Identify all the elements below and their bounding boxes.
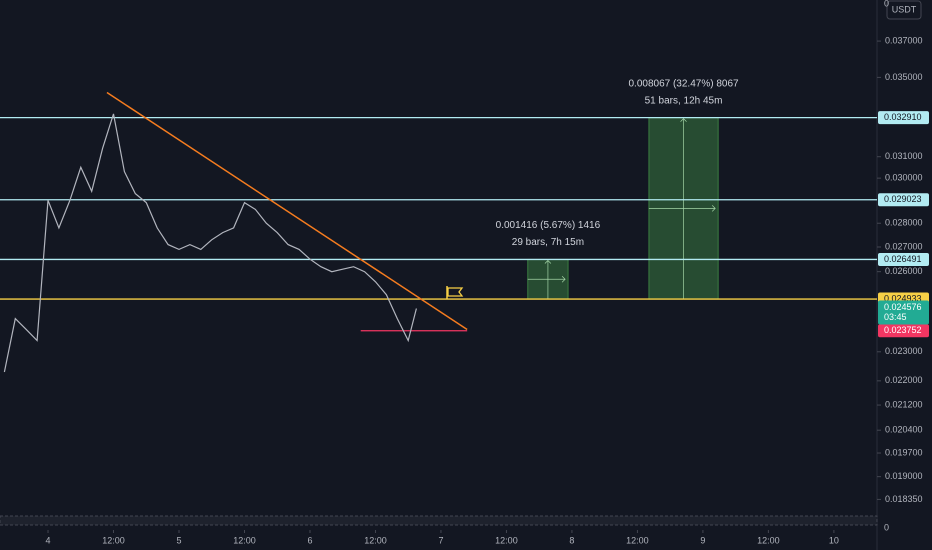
level-label: 0.026491 — [884, 254, 922, 264]
level-label-box — [878, 111, 929, 125]
level-label: 0.032910 — [884, 112, 922, 122]
x-tick-label: 12:00 — [626, 535, 649, 545]
x-tick-label: 10 — [829, 535, 839, 545]
y-tick-label: 0.019700 — [885, 447, 923, 457]
level-label-box — [878, 252, 929, 266]
x-tick-label: 12:00 — [102, 535, 125, 545]
level-label-box — [878, 193, 929, 207]
x-tick-label: 12:00 — [495, 535, 518, 545]
y-tick-label: 0.028000 — [885, 218, 923, 228]
level-label: 0.023752 — [884, 325, 922, 335]
x-tick-label: 7 — [438, 535, 443, 545]
y-tick-label: 0.026000 — [885, 266, 923, 276]
currency-box — [886, 0, 922, 20]
arrow-head — [711, 205, 716, 212]
y-tick-label: 0.019000 — [885, 471, 923, 481]
arrow-head — [561, 275, 566, 283]
price-line — [3, 113, 417, 373]
level-label: 0.024933 — [884, 293, 922, 303]
position-label: 29 bars, 7h 15m — [512, 237, 584, 248]
y-tick-label: 0.022000 — [885, 375, 923, 385]
y-tick-label: 0.021200 — [885, 399, 923, 409]
currency-label: USDT — [892, 4, 917, 14]
trendline — [106, 91, 468, 331]
position-label: 0.001416 (5.67%) 1416 — [496, 220, 601, 231]
y-tick-label: 0.030000 — [885, 173, 923, 183]
x-tick-label: 9 — [700, 535, 705, 545]
position-label: 0.008067 (32.47%) 8067 — [628, 78, 739, 89]
x-tick-label: 6 — [307, 535, 312, 545]
volume-pane — [0, 515, 878, 526]
y-tick-label: 0.037000 — [885, 35, 923, 45]
x-tick-label: 12:00 — [757, 535, 780, 545]
y-tick-label: 0.027000 — [885, 241, 923, 251]
y-tick-label: 0.020400 — [885, 425, 923, 435]
countdown-label: 03:45 — [884, 312, 907, 322]
y-tick-label: 0.031000 — [885, 151, 923, 161]
x-tick-label: 4 — [46, 535, 51, 545]
current-price-label: 0.024576 — [884, 302, 922, 312]
volume-axis-label: 0 — [884, 522, 889, 532]
level-label: 0.029023 — [884, 194, 922, 204]
flag-icon — [446, 286, 464, 299]
level-label-box — [878, 324, 929, 338]
y-tick-label: 0.035000 — [885, 72, 923, 82]
x-tick-label: 12:00 — [233, 535, 256, 545]
top-axis-label: 0 — [884, 0, 889, 8]
current-price-box — [878, 300, 929, 325]
position-label: 51 bars, 12h 45m — [645, 95, 723, 106]
x-tick-label: 12:00 — [364, 535, 387, 545]
x-tick-label: 8 — [569, 535, 574, 545]
y-tick-label: 0.023000 — [885, 346, 923, 356]
arrow-head — [680, 118, 687, 122]
y-tick-label: 0.018350 — [885, 494, 923, 504]
x-tick-label: 5 — [176, 535, 181, 545]
arrow-head — [544, 259, 552, 264]
